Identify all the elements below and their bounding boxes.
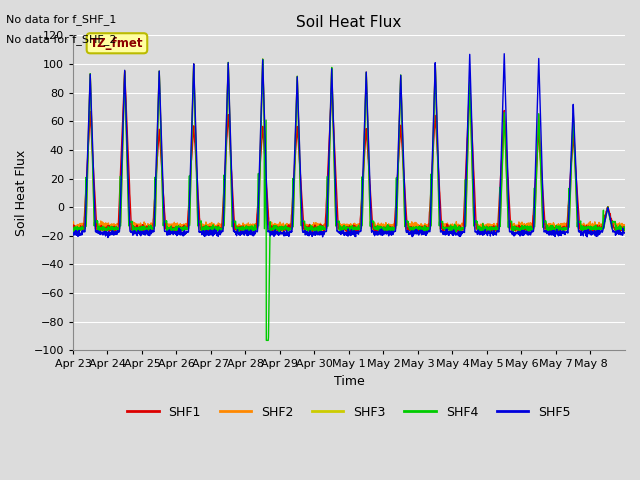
Text: No data for f_SHF_2: No data for f_SHF_2 [6, 34, 117, 45]
Legend: SHF1, SHF2, SHF3, SHF4, SHF5: SHF1, SHF2, SHF3, SHF4, SHF5 [122, 401, 575, 424]
Y-axis label: Soil Heat Flux: Soil Heat Flux [15, 150, 28, 236]
Title: Soil Heat Flux: Soil Heat Flux [296, 15, 402, 30]
X-axis label: Time: Time [333, 375, 364, 388]
Text: No data for f_SHF_1: No data for f_SHF_1 [6, 14, 116, 25]
Text: TZ_fmet: TZ_fmet [90, 37, 144, 50]
